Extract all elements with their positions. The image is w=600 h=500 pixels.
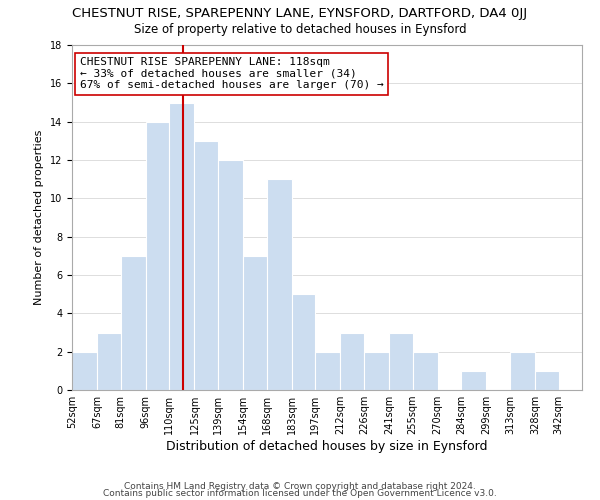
Bar <box>364 352 389 390</box>
Bar <box>97 332 121 390</box>
Bar <box>72 352 97 390</box>
Bar <box>315 352 340 390</box>
Bar <box>194 141 218 390</box>
Bar <box>292 294 315 390</box>
Bar <box>243 256 266 390</box>
Bar <box>510 352 535 390</box>
Bar <box>146 122 169 390</box>
Bar <box>218 160 243 390</box>
Text: CHESTNUT RISE, SPAREPENNY LANE, EYNSFORD, DARTFORD, DA4 0JJ: CHESTNUT RISE, SPAREPENNY LANE, EYNSFORD… <box>73 8 527 20</box>
Bar <box>389 332 413 390</box>
Text: CHESTNUT RISE SPAREPENNY LANE: 118sqm
← 33% of detached houses are smaller (34)
: CHESTNUT RISE SPAREPENNY LANE: 118sqm ← … <box>80 57 383 90</box>
Y-axis label: Number of detached properties: Number of detached properties <box>34 130 44 305</box>
Text: Size of property relative to detached houses in Eynsford: Size of property relative to detached ho… <box>134 22 466 36</box>
Bar <box>169 102 194 390</box>
Bar <box>266 179 292 390</box>
X-axis label: Distribution of detached houses by size in Eynsford: Distribution of detached houses by size … <box>166 440 488 453</box>
Bar <box>413 352 438 390</box>
Bar <box>461 371 487 390</box>
Bar <box>340 332 364 390</box>
Text: Contains HM Land Registry data © Crown copyright and database right 2024.: Contains HM Land Registry data © Crown c… <box>124 482 476 491</box>
Bar <box>121 256 146 390</box>
Bar <box>535 371 559 390</box>
Text: Contains public sector information licensed under the Open Government Licence v3: Contains public sector information licen… <box>103 489 497 498</box>
